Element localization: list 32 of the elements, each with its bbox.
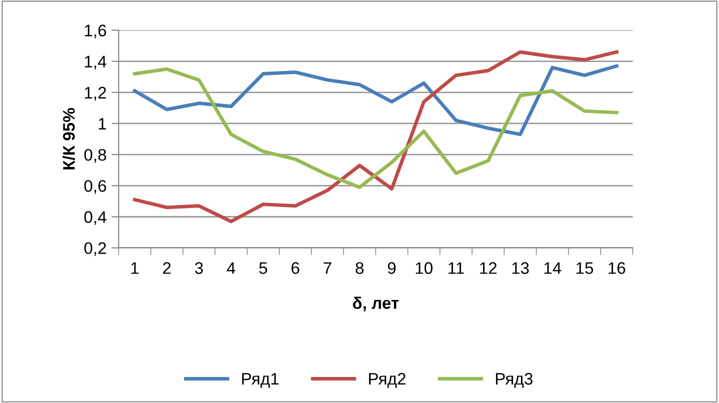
x-tick-label: 16 — [608, 262, 626, 274]
x-tick-label: 11 — [448, 262, 464, 274]
y-tick-label: 1 — [98, 118, 106, 130]
line-series — [132, 67, 618, 189]
x-tick-label: 8 — [356, 262, 364, 274]
x-tick-label: 1 — [131, 262, 139, 274]
y-axis-title: К/К 95% — [62, 108, 75, 170]
y-tick-label: 1,6 — [84, 24, 106, 38]
y-tick-label: 0,6 — [84, 180, 106, 194]
legend-label: Ряд1 — [242, 373, 279, 388]
x-tick-label: 3 — [194, 262, 203, 274]
x-tick-label: 5 — [259, 262, 268, 274]
x-tick-label: 10 — [416, 262, 432, 274]
x-tick-label: 4 — [226, 262, 236, 274]
legend-label: Ряд3 — [496, 372, 532, 388]
y-tick-label: 0,4 — [84, 211, 106, 225]
line-series — [132, 50, 618, 224]
x-tick-label: 2 — [163, 262, 171, 274]
y-tick-label: 0,2 — [84, 242, 106, 256]
x-tick-label: 7 — [324, 262, 332, 274]
legend-label: Ряд2 — [369, 372, 406, 388]
x-tick-label: 9 — [388, 262, 396, 274]
x-tick-label: 13 — [512, 262, 529, 274]
y-tick-label: 0,8 — [84, 148, 106, 163]
x-tick-label: 12 — [480, 262, 497, 274]
x-tick-label: 15 — [576, 262, 594, 274]
y-tick-label: 1,2 — [84, 86, 106, 101]
x-axis-title: δ, лет — [352, 296, 399, 312]
y-tick-label: 1,4 — [84, 56, 106, 70]
x-tick-label: 14 — [544, 262, 562, 274]
line-series — [132, 64, 618, 136]
x-tick-label: 6 — [292, 262, 300, 274]
